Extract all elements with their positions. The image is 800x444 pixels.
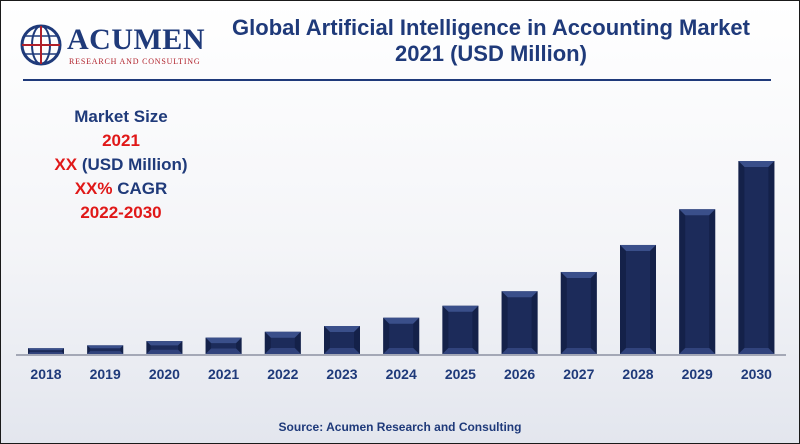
x-tick-label: 2022 xyxy=(267,366,298,382)
bar-bevel-top xyxy=(383,317,420,324)
bar-bevel-right xyxy=(62,348,64,354)
logo-tagline: RESEARCH AND CONSULTING xyxy=(69,57,201,66)
x-tick-label: 2029 xyxy=(682,366,713,382)
market-size-year: 2021 xyxy=(102,131,140,150)
x-tick-label: 2020 xyxy=(149,366,180,382)
market-size-cagr: XX% CAGR xyxy=(41,177,201,201)
logo-wordmark: ACUMEN xyxy=(67,23,205,56)
market-size-cagr-label: CAGR xyxy=(112,179,168,198)
bar-bevel-bottom xyxy=(264,348,301,354)
bar-2026 xyxy=(501,291,538,354)
acumen-logo: ACUMEN RESEARCH AND CONSULTING xyxy=(19,19,205,69)
bar-bevel-right xyxy=(413,317,420,354)
x-tick-label: 2018 xyxy=(30,366,61,382)
bar-bevel-left xyxy=(501,291,508,354)
bar-bevel-right xyxy=(294,331,301,354)
market-size-value: XX (USD Million) xyxy=(41,153,201,177)
x-tick-label: 2026 xyxy=(504,366,535,382)
bar-bevel-left xyxy=(87,345,91,354)
bar-bevel-bottom xyxy=(679,348,716,354)
bar-2023 xyxy=(324,326,360,354)
bar-bevel-top xyxy=(146,341,183,346)
market-size-heading: Market Size xyxy=(74,107,168,126)
header-divider xyxy=(23,79,771,81)
bar-bevel-top xyxy=(501,291,538,298)
bar-bevel-left xyxy=(28,348,30,354)
bar-2028 xyxy=(620,244,656,354)
bar-bevel-left xyxy=(679,209,686,354)
bar-bevel-top xyxy=(205,337,242,344)
bar-bevel-top xyxy=(442,305,479,312)
bar-bevel-right xyxy=(768,161,775,354)
bar-bevel-bottom xyxy=(324,348,360,354)
bar-bevel-bottom xyxy=(28,352,64,354)
bar-2022 xyxy=(264,331,301,354)
x-tick-label: 2019 xyxy=(90,366,121,382)
bar-bevel-right xyxy=(354,326,360,354)
bar-bevel-top xyxy=(264,331,301,338)
bar-bevel-top xyxy=(738,161,775,167)
bar-bevel-bottom xyxy=(383,348,420,354)
x-tick-label: 2027 xyxy=(563,366,594,382)
x-tick-label: 2021 xyxy=(208,366,239,382)
globe-icon xyxy=(20,24,62,66)
bar-bevel-bottom xyxy=(146,349,183,354)
bar-bevel-bottom xyxy=(87,351,124,354)
x-tick-label: 2025 xyxy=(445,366,476,382)
bar-bevel-right xyxy=(472,305,479,354)
bar-bevel-left xyxy=(264,331,271,354)
bar-2024 xyxy=(383,317,420,354)
bar-bevel-bottom xyxy=(620,348,656,354)
bar-bevel-right xyxy=(650,244,656,354)
bar-bevel-bottom xyxy=(501,348,538,354)
bar-body xyxy=(87,345,124,354)
bar-2030 xyxy=(738,161,775,354)
bar-bevel-right xyxy=(709,209,716,354)
bar-bevel-right xyxy=(120,345,124,354)
bar-2027 xyxy=(560,271,597,354)
bar-bevel-left xyxy=(442,305,449,354)
market-size-period: 2022-2030 xyxy=(80,203,162,222)
x-tick-label: 2023 xyxy=(326,366,357,382)
bar-bevel-left xyxy=(324,326,330,354)
market-size-value-unit: (USD Million) xyxy=(77,155,188,174)
bar-2020 xyxy=(146,341,183,354)
market-size-value-prefix: XX xyxy=(54,155,78,174)
bar-bevel-left xyxy=(560,271,567,354)
bar-body xyxy=(28,348,64,354)
bar-bevel-bottom xyxy=(442,348,479,354)
bar-bevel-top xyxy=(87,345,124,349)
source-note: Source: Acumen Research and Consulting xyxy=(278,420,522,434)
bar-bevel-left xyxy=(738,161,745,354)
chart-title: Global Artificial Intelligence in Accoun… xyxy=(206,15,776,67)
x-tick-label: 2030 xyxy=(741,366,772,382)
market-size-cagr-value: XX% xyxy=(74,179,113,198)
bar-bevel-right xyxy=(590,271,597,354)
bar-bevel-bottom xyxy=(738,348,775,354)
bar-2021 xyxy=(205,337,242,354)
bar-bevel-top xyxy=(324,326,360,333)
bar-bevel-top xyxy=(620,244,656,251)
bar-2019 xyxy=(87,345,124,354)
bar-bevel-left xyxy=(620,244,626,354)
chart-title-line2: 2021 (USD Million) xyxy=(395,41,587,66)
bar-2018 xyxy=(28,348,64,354)
bar-bevel-right xyxy=(531,291,538,354)
bar-2025 xyxy=(442,305,479,354)
x-tick-label: 2024 xyxy=(386,366,417,382)
bar-bevel-top xyxy=(28,348,64,351)
bar-bevel-left xyxy=(383,317,390,354)
bar-bevel-bottom xyxy=(560,348,597,354)
bar-bevel-top xyxy=(679,209,716,216)
bar-bevel-top xyxy=(560,271,597,278)
chart-title-line1: Global Artificial Intelligence in Accoun… xyxy=(232,15,750,40)
bar-bevel-bottom xyxy=(205,348,242,354)
bar-2029 xyxy=(679,209,716,354)
market-size-panel: Market Size 2021 XX (USD Million) XX% CA… xyxy=(41,105,201,225)
bar-bevel-right xyxy=(236,337,242,354)
bar-bevel-left xyxy=(205,337,212,354)
x-tick-label: 2028 xyxy=(622,366,653,382)
